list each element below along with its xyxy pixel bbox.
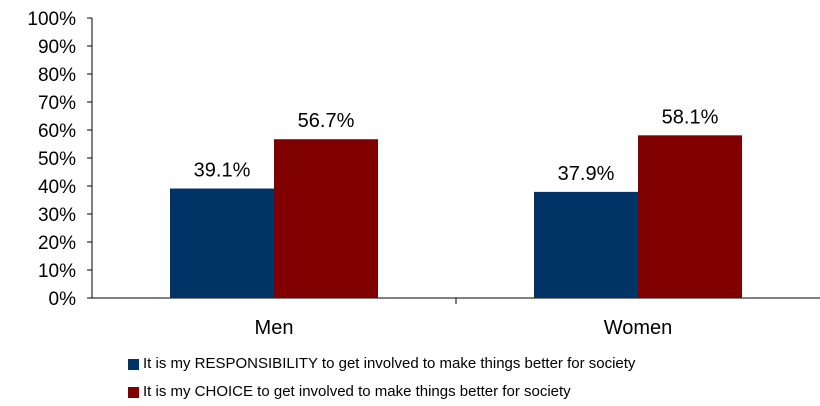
legend-item-choice: It is my CHOICE to get involved to make … — [128, 378, 635, 406]
bars — [170, 135, 742, 298]
bar-men-series-1 — [274, 139, 378, 298]
x-category-label-men: Men — [255, 317, 294, 339]
y-tick-label-4: 40% — [38, 177, 76, 198]
legend-swatch-choice — [128, 386, 139, 398]
y-tick-label-10: 100% — [27, 9, 76, 30]
y-tick-label-2: 20% — [38, 233, 76, 254]
legend-label-responsibility: It is my RESPONSIBILITY to get involved … — [143, 355, 636, 372]
labels: 39.1% 56.7% Men 37.9% 58.1% Women — [194, 106, 719, 339]
y-tick-label-9: 90% — [38, 37, 76, 58]
y-tick-label-3: 30% — [38, 205, 76, 226]
bar-women-series-0 — [534, 191, 638, 298]
y-tick-label-1: 10% — [38, 261, 76, 282]
y-tick-label-8: 80% — [38, 65, 76, 86]
y-tick-label-6: 60% — [38, 121, 76, 142]
y-tick-label-5: 50% — [38, 149, 76, 170]
legend: It is my RESPONSIBILITY to get involved … — [128, 350, 635, 406]
bar-women-series-1 — [638, 135, 742, 298]
axes: 0% 10% 20% 30% 40% 50% 60% 70% 80% 90% 100% — [27, 9, 820, 310]
bar-men-series-0 — [170, 188, 274, 298]
legend-item-responsibility: It is my RESPONSIBILITY to get involved … — [128, 350, 635, 378]
data-label-women-series-0: 37.9% — [558, 163, 615, 185]
y-tick-label-0: 0% — [49, 289, 77, 310]
y-tick-label-7: 70% — [38, 93, 76, 114]
data-label-men-series-0: 39.1% — [194, 160, 251, 182]
legend-swatch-responsibility — [128, 358, 139, 370]
data-label-men-series-1: 56.7% — [298, 110, 355, 132]
data-label-women-series-1: 58.1% — [662, 106, 719, 128]
legend-label-choice: It is my CHOICE to get involved to make … — [143, 383, 571, 400]
x-category-label-women: Women — [604, 317, 673, 339]
